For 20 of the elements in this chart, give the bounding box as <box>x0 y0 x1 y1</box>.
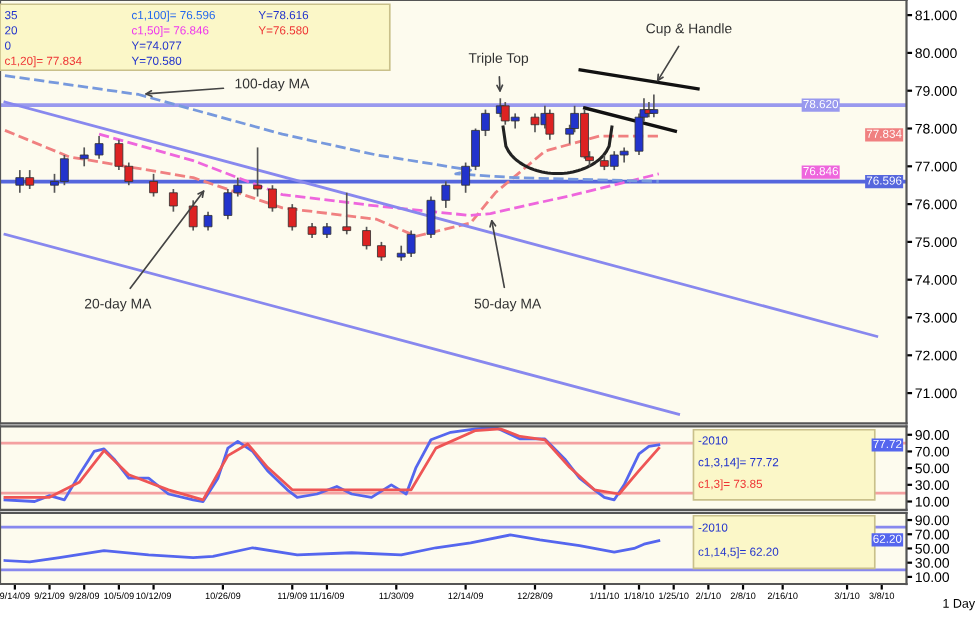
candlestick <box>168 188 178 213</box>
candlestick <box>149 173 158 198</box>
candlestick <box>426 195 436 239</box>
candlestick <box>377 241 386 262</box>
candlestick <box>287 203 297 232</box>
line-series <box>3 74 661 183</box>
line-series <box>3 533 661 564</box>
candlestick <box>545 108 555 141</box>
candlestick <box>94 135 104 160</box>
candlestick <box>188 199 198 232</box>
candlestick <box>203 210 213 232</box>
candlestick <box>253 146 262 198</box>
candlestick <box>79 146 89 168</box>
line-series <box>97 132 661 217</box>
candlestick <box>268 184 277 213</box>
candlestick <box>441 180 451 209</box>
line-series <box>3 129 661 238</box>
candlestick <box>362 225 371 251</box>
candlestick <box>530 112 540 134</box>
candlestick <box>342 191 352 236</box>
